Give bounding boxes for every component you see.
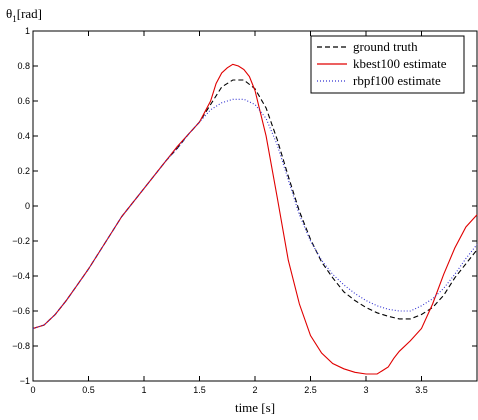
series-line-0 [32,79,478,330]
y-tick-label: 0.4 [17,131,30,141]
series-lines [32,63,478,375]
x-tick-label: 2.5 [304,385,317,395]
x-axis-label: time [s] [235,400,275,415]
y-axis-label-symbol: θ [6,6,12,21]
y-axis-label-unit: [rad] [17,6,42,21]
axis-ticks: 0 0.5 1 1.5 2 2.5 3 3.5 −1 −0.8 −0.6 −0.4 −0.2 0 0.2 0.… [12,26,477,395]
y-tick-label: −0.4 [12,271,30,281]
legend-label-ground-truth: ground truth [353,39,418,54]
y-tick-label: 1 [25,26,30,36]
x-tick-label: 1 [141,385,146,395]
series-line-2 [32,98,478,330]
y-tick-label: −0.2 [12,236,30,246]
y-tick-label: 0.8 [17,61,30,71]
legend-label-kbest100: kbest100 estimate [353,56,447,71]
legend-label-rbpf100: rbpf100 estimate [353,73,441,88]
legend: ground truth kbest100 estimate rbpf100 e… [310,35,465,94]
y-tick-label: −1 [20,376,30,386]
y-tick-label: 0.2 [17,166,30,176]
x-tick-label: 0 [30,385,35,395]
x-tick-label: 0.5 [82,385,95,395]
x-tick-label: 3.5 [415,385,428,395]
y-axis-label-subscript: 1 [12,14,17,24]
y-axis-label: θ1[rad] [6,6,42,24]
x-tick-label: 2 [252,385,257,395]
y-tick-label: 0.6 [17,96,30,106]
y-tick-label: −0.8 [12,341,30,351]
y-tick-label: 0 [25,201,30,211]
x-tick-label: 3 [363,385,368,395]
y-tick-label: −0.6 [12,306,30,316]
x-tick-label: 1.5 [193,385,206,395]
